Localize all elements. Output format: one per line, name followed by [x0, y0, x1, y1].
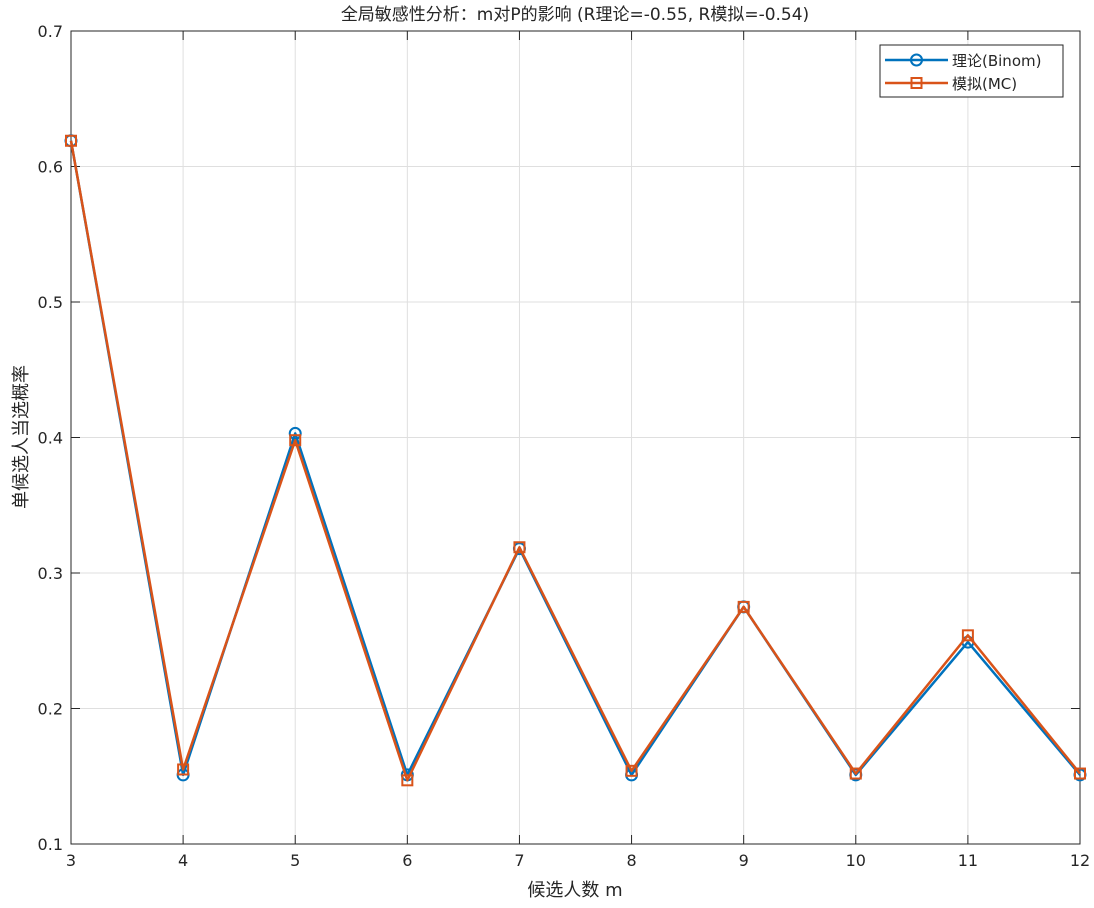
y-tick-label: 0.1 [38, 835, 63, 854]
y-axis-title: 单候选人当选概率 [11, 365, 32, 509]
data-point-square [513, 541, 526, 554]
series-1 [65, 134, 1086, 787]
data-point-square [625, 764, 638, 777]
x-tick-label: 3 [66, 851, 76, 870]
legend: 理论(Binom) 模拟(MC) [879, 44, 1064, 98]
legend-box [879, 44, 1064, 98]
y-tick-label: 0.7 [38, 22, 63, 41]
x-tick-label: 10 [846, 851, 866, 870]
grid-lines [71, 31, 1080, 844]
chart-title: 全局敏感性分析：m对P的影响 (R理论=-0.55, R模拟=-0.54) [341, 5, 809, 25]
legend-label-simulation: 模拟(MC) [952, 75, 1017, 93]
data-point-circle [288, 426, 302, 440]
axis-ticks: 3 4 5 6 7 8 9 10 11 12 0.1 0.2 0.3 0.4 0.5 0.6 0.7 [38, 22, 1091, 870]
data-point-square [177, 763, 190, 776]
x-tick-label: 5 [290, 851, 300, 870]
legend-marker-simulation-icon [910, 77, 923, 89]
x-tick-label: 6 [402, 851, 412, 870]
series-group [64, 134, 1087, 787]
x-axis-title: 候选人数 m [527, 880, 622, 901]
data-point-square [849, 767, 862, 780]
y-tick-label: 0.5 [38, 293, 63, 312]
data-point-square [289, 434, 302, 447]
data-point-square [737, 600, 750, 613]
x-tick-label: 4 [178, 851, 188, 870]
y-tick-label: 0.3 [38, 564, 63, 583]
x-tick-label: 7 [514, 851, 524, 870]
data-point-square [65, 134, 77, 147]
y-tick-label: 0.6 [38, 158, 63, 177]
x-tick-label: 8 [626, 851, 636, 870]
legend-marker-theory-icon [910, 53, 923, 67]
data-point-square [1074, 767, 1086, 780]
data-point-square [401, 774, 414, 787]
x-tick-label: 9 [739, 851, 749, 870]
series-line-1 [69, 140, 1081, 782]
data-point-square [961, 629, 974, 642]
x-tick-label: 11 [958, 851, 978, 870]
legend-label-theory: 理论(Binom) [952, 52, 1041, 70]
x-tick-label: 12 [1070, 851, 1090, 870]
y-tick-label: 0.4 [38, 429, 63, 448]
y-tick-label: 0.2 [38, 700, 63, 719]
